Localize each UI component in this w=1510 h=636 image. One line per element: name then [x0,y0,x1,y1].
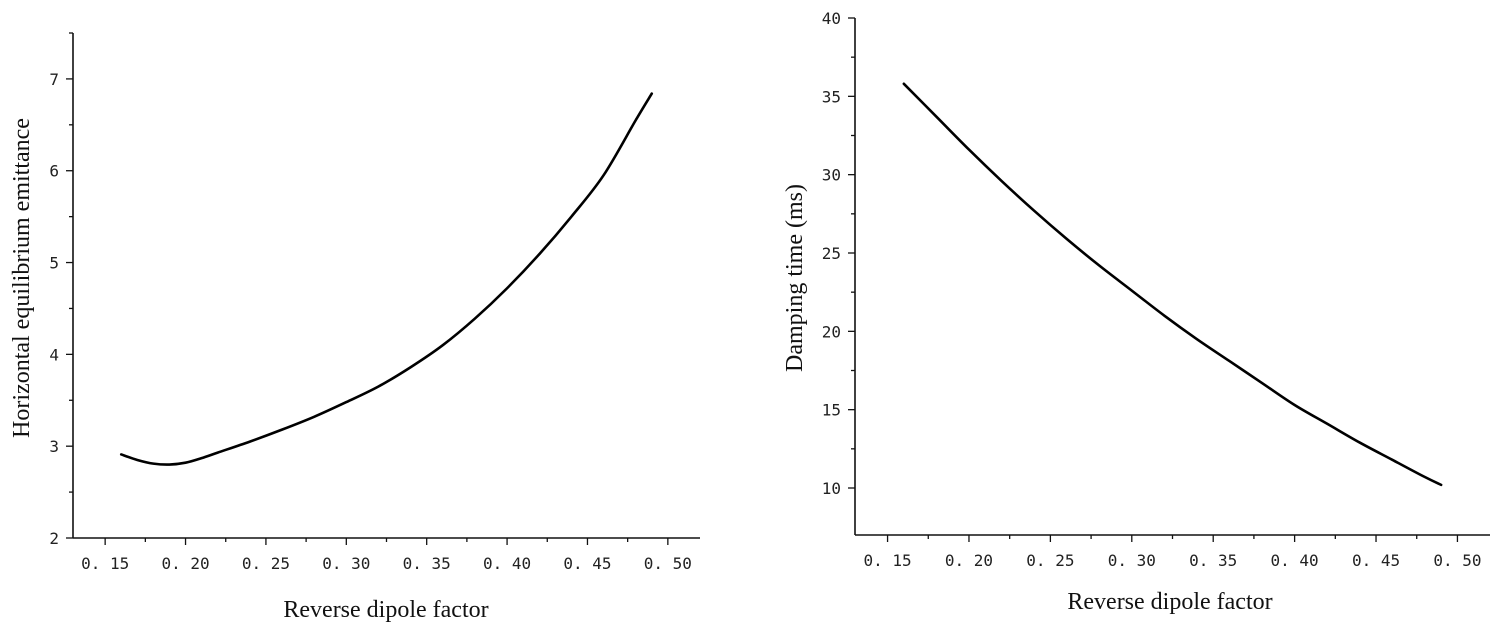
x-tick-label: 0. 15 [81,554,129,573]
y-tick-label: 3 [49,437,59,456]
y-tick-label: 5 [49,254,59,273]
x-tick-label: 0. 20 [945,551,993,570]
x-tick-label: 0. 35 [1189,551,1237,570]
x-tick-label: 0. 25 [242,554,290,573]
x-axis-title: Reverse dipole factor [1067,589,1272,615]
x-tick-label: 0. 15 [863,551,911,570]
y-tick-label: 7 [49,70,59,89]
x-tick-label: 0. 40 [1271,551,1319,570]
y-tick-label: 30 [822,166,841,185]
y-tick-label: 25 [822,244,841,263]
y-axis-title: Horizontal equilibrium emittance [9,118,35,438]
x-tick-label: 0. 20 [161,554,209,573]
y-tick-label: 20 [822,322,841,341]
y-tick-label: 2 [49,529,59,548]
damping-time-chart: Reverse dipole factor Damping time (ms) … [782,9,1490,615]
y-tick-label: 35 [822,87,841,106]
y-tick-label: 40 [822,9,841,28]
emittance-curve [119,92,654,466]
x-tick-label: 0. 50 [1433,551,1481,570]
emittance-chart: Reverse dipole factor Horizontal equilib… [9,32,700,623]
tick-group: 0. 15 0. 20 0. 25 0. 30 0. 35 0. 40 0. 45 0. 50… [49,32,692,573]
y-tick-label: 15 [822,401,841,420]
x-tick-label: 0. 35 [403,554,451,573]
damping-time-curve [902,82,1443,487]
y-tick-label: 10 [822,479,841,498]
x-tick-label: 0. 30 [1108,551,1156,570]
x-tick-label: 0. 45 [1352,551,1400,570]
x-tick-label: 0. 30 [322,554,370,573]
tick-group: 0. 15 0. 20 0. 25 0. 30 0. 35 0. 40 0. 45 0. 50… [822,9,1482,570]
x-axis-title: Reverse dipole factor [283,597,488,623]
x-tick-label: 0. 25 [1026,551,1074,570]
y-axis-title: Damping time (ms) [782,184,808,372]
y-tick-label: 4 [49,345,59,364]
x-tick-label: 0. 40 [483,554,531,573]
y-tick-label: 6 [49,162,59,181]
x-tick-label: 0. 45 [563,554,611,573]
x-tick-label: 0. 50 [644,554,692,573]
